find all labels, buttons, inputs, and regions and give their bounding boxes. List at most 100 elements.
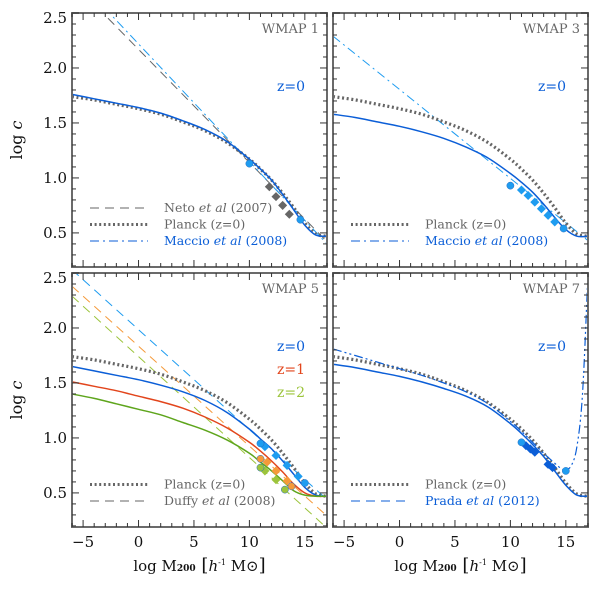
x-tick-label: 0: [134, 533, 144, 551]
legend-label-author: Neto: [164, 200, 199, 215]
x-axis-label-subscript: 200: [177, 564, 196, 574]
legend-label-year: (2007): [227, 200, 273, 215]
data-point-diamond: [530, 197, 540, 207]
x-axis-label-bracket: ]: [259, 555, 266, 576]
series-line-dotted: [333, 95, 588, 238]
x-axis-label-bracket: [: [196, 555, 209, 576]
legend-entry: Planck (z=0): [351, 477, 506, 492]
legend-entry: Planck (z=0): [90, 217, 245, 232]
data-point-circle: [256, 439, 265, 448]
data-point-diamond: [543, 210, 553, 220]
legend-label-author: Prada: [425, 493, 466, 508]
x-tick-label: 10: [501, 533, 520, 551]
redshift-label: z=0: [277, 339, 305, 355]
legend-entry: Maccio et al (2008): [351, 233, 548, 248]
panel-wmap-7: −5 0 5 10 15 log M200 [h-1 M⊙] WMAP 7 z=0 Planck…: [332, 272, 589, 576]
data-point-diamond: [516, 185, 527, 195]
redshift-label: z=0: [538, 79, 566, 95]
redshift-label: z=2: [277, 385, 305, 401]
y-axis-label-variable: c: [7, 120, 26, 129]
legend-label: Planck (z=0): [425, 217, 506, 232]
data-point-circle: [517, 438, 526, 447]
x-tick-label: −5: [72, 533, 94, 551]
series-line-solid: [72, 393, 327, 498]
series-line-dotted: [333, 355, 588, 498]
x-tick-label: 5: [450, 533, 460, 551]
y-tick-label: 2.5: [43, 269, 67, 287]
x-axis-label-bracket: ]: [520, 555, 527, 576]
legend-label-etal: et al: [214, 233, 242, 248]
data-point-diamond: [278, 200, 288, 210]
y-tick-label: 1.5: [43, 114, 67, 132]
legend-entry: Maccio et al (2008): [90, 233, 287, 248]
legend-label-author: Maccio: [164, 233, 214, 248]
legend-label-etal: et al: [199, 200, 227, 215]
data-point-circle: [287, 482, 296, 491]
data-point-circle: [256, 454, 265, 463]
panel-frame: [332, 12, 589, 268]
legend-label-author: Planck (z=0): [164, 217, 245, 232]
data-point-circle: [256, 463, 265, 472]
data-point-circle: [300, 479, 309, 487]
data-point-circle: [506, 181, 515, 190]
panel-frame: [71, 12, 328, 268]
panel-frame: [71, 272, 328, 528]
x-axis-label: log M200 [h-1 M⊙]: [394, 555, 526, 576]
series-line-dashdotdot: [333, 273, 588, 471]
series-line-solid: [72, 365, 327, 497]
panel-wmap-1: 0.5 1.0 1.5 2.0 2.5 log c WMAP 1 z=0 Neto et al …: [7, 9, 328, 268]
x-tick-label: 5: [189, 533, 199, 551]
legend-label-etal: et al: [466, 493, 494, 508]
legend-label-author: Duffy: [164, 493, 202, 508]
x-tick-label: 0: [395, 533, 405, 551]
y-tick-label: 2.5: [43, 9, 67, 27]
series-line-solid: [72, 381, 327, 498]
legend-label: Planck (z=0): [425, 477, 506, 492]
data-point-diamond: [264, 182, 274, 192]
legend-label: Maccio et al (2008): [425, 233, 548, 248]
panel-title: WMAP 7: [523, 282, 580, 297]
x-axis-label-unit: M⊙: [487, 557, 520, 575]
plot-area: [72, 273, 327, 527]
legend-label-year: (2008): [503, 233, 549, 248]
panel-wmap-3: WMAP 3 z=0 Planck (z=0)Maccio et al (2008): [332, 12, 589, 268]
series-line-dotted: [72, 355, 327, 498]
x-axis-label-prefix: log M: [133, 557, 177, 575]
redshift-label: z=0: [277, 79, 305, 95]
y-axis-label-variable: c: [7, 380, 26, 389]
legend: Planck (z=0)Duffy et al (2008): [90, 477, 276, 508]
series-line-solid: [333, 363, 588, 498]
legend-label-year: (2012): [494, 493, 540, 508]
data-point-diamond: [284, 209, 294, 219]
y-axis-label: log c: [7, 380, 26, 419]
series-line-dashdot: [333, 35, 588, 241]
data-point-diamond: [530, 447, 540, 457]
panel-title: WMAP 5: [262, 282, 319, 297]
legend-label-author: Maccio: [425, 233, 475, 248]
x-axis-label-superscript: -1: [479, 558, 487, 567]
data-point-circle: [559, 224, 568, 233]
x-axis-label-superscript: -1: [218, 558, 226, 567]
legend-label-year: (2008): [242, 233, 288, 248]
data-point-diamond: [550, 217, 560, 227]
legend: Planck (z=0)Maccio et al (2008): [351, 217, 548, 248]
series-line-dashed: [72, 285, 327, 517]
redshift-label: z=1: [277, 362, 305, 378]
plot-area: [333, 273, 588, 498]
legend-label-etal: et al: [202, 493, 230, 508]
legend-label-year: (2008): [230, 493, 276, 508]
data-point-diamond: [271, 451, 281, 461]
y-tick-label: 0.5: [43, 224, 67, 242]
legend-label-author: Planck (z=0): [164, 477, 245, 492]
panel-title: WMAP 3: [523, 22, 580, 37]
y-tick-label: 0.5: [43, 484, 67, 502]
legend-label-author: Planck (z=0): [425, 477, 506, 492]
legend-entry: Planck (z=0): [351, 217, 506, 232]
legend-label-etal: et al: [475, 233, 503, 248]
x-axis-label-bracket: [: [457, 555, 470, 576]
series-line-solid: [333, 113, 588, 238]
data-point-circle: [281, 485, 289, 494]
legend-label: Prada et al (2012): [425, 493, 540, 508]
data-point-circle: [245, 159, 254, 168]
data-point-diamond: [293, 471, 303, 481]
